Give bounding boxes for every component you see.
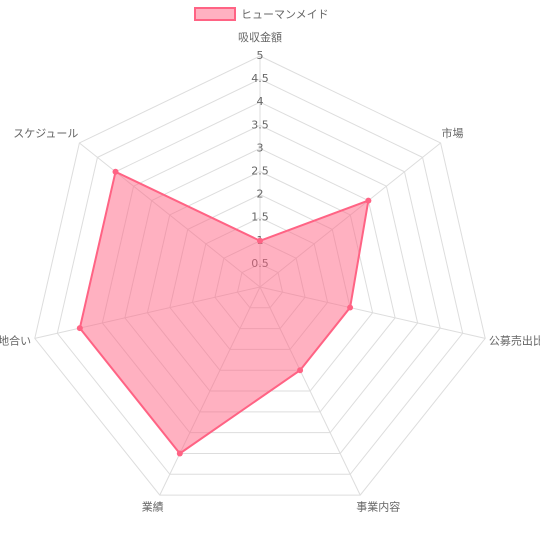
tick-label: 3.5 [251, 118, 269, 131]
axis-label: 市場 [442, 126, 464, 140]
tick-label: 5 [257, 49, 264, 62]
legend-swatch [194, 7, 236, 21]
axis-label: 公募売出比 [489, 334, 540, 348]
radar-point [297, 367, 304, 374]
axis-label: 地合い [0, 334, 31, 348]
radar-point [257, 237, 263, 244]
tick-label: 1.5 [251, 211, 269, 224]
grid-ring [56, 78, 464, 475]
radar-area [78, 170, 370, 455]
tick-label: 2.5 [251, 165, 269, 178]
radar-point [347, 304, 354, 311]
axis-label: 事業内容 [356, 500, 400, 514]
tick-label: 3 [257, 141, 264, 154]
axis-label: 業績 [142, 500, 164, 514]
axis-label: 吸収金額 [238, 30, 282, 44]
legend-label: ヒューマンメイド [241, 8, 329, 21]
axis-label: スケジュール [13, 127, 78, 140]
grid-ring [34, 55, 486, 496]
radar-point [176, 450, 183, 457]
radar-point [365, 197, 372, 204]
tick-label: 2 [257, 188, 264, 201]
radar-point [76, 325, 83, 332]
radar-point [112, 168, 119, 175]
tick-label: 4.5 [251, 72, 269, 85]
tick-label: 4 [257, 95, 264, 108]
